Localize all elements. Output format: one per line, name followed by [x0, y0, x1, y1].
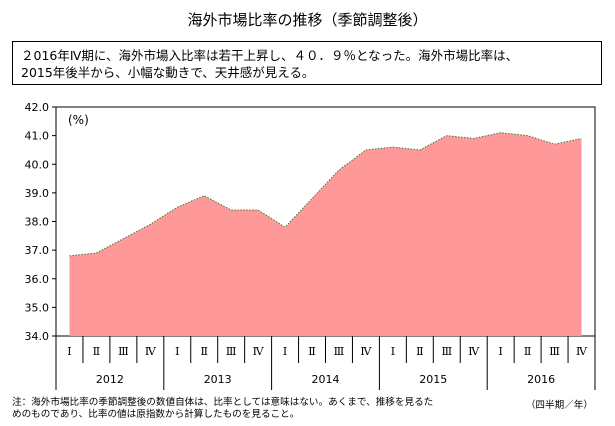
- year-label: 2014: [312, 373, 340, 386]
- quarter-label: Ⅰ: [391, 345, 395, 358]
- quarter-label: Ⅲ: [441, 345, 452, 358]
- quarter-label: Ⅳ: [145, 345, 157, 358]
- quarter-label: Ⅱ: [200, 345, 207, 358]
- chart-title: 海外市場比率の推移（季節調整後）: [187, 11, 428, 29]
- y-tick-label: 40.0: [25, 158, 50, 171]
- summary-line-2: 2015年後半から、小幅な動きで、天井感が見える。: [21, 65, 315, 80]
- quarter-label: Ⅲ: [118, 345, 129, 358]
- quarter-label: Ⅳ: [468, 345, 480, 358]
- quarter-label: Ⅳ: [253, 345, 265, 358]
- y-tick-label: 42.0: [25, 101, 50, 114]
- footnote: 注：海外市場比率の季節調整後の数値自体は、比率としては意味はない。あくまで、推移…: [12, 397, 433, 421]
- y-tick-label: 34.0: [25, 330, 50, 343]
- year-label: 2013: [204, 373, 232, 386]
- area-fill: [69, 132, 582, 336]
- footnote-line-1: 注：海外市場比率の季節調整後の数値自体は、比率としては意味はない。あくまで、推移…: [12, 397, 434, 408]
- y-unit-label: (%): [68, 113, 89, 127]
- quarter-label: Ⅲ: [549, 345, 560, 358]
- y-tick-label: 41.0: [25, 130, 50, 143]
- quarter-label: Ⅱ: [416, 345, 423, 358]
- y-tick-label: 35.0: [25, 301, 50, 314]
- quarter-label: Ⅰ: [498, 345, 502, 358]
- quarter-label: Ⅱ: [524, 345, 531, 358]
- year-label: 2016: [527, 373, 555, 386]
- summary-line-1: ２016年Ⅳ期に、海外市場入比率は若干上昇し、４０．９％となった。海外市場比率は…: [21, 48, 519, 63]
- y-tick-label: 39.0: [25, 187, 50, 200]
- quarter-label: Ⅰ: [175, 345, 179, 358]
- year-label: 2012: [96, 373, 124, 386]
- quarter-label: Ⅰ: [67, 345, 71, 358]
- y-tick-label: 37.0: [25, 244, 50, 257]
- quarter-label: Ⅳ: [576, 345, 588, 358]
- quarter-label: Ⅲ: [226, 345, 237, 358]
- quarter-label: Ⅱ: [93, 345, 100, 358]
- year-label: 2015: [419, 373, 447, 386]
- quarter-label: Ⅱ: [308, 345, 315, 358]
- quarter-label: Ⅲ: [334, 345, 345, 358]
- quarter-label: Ⅰ: [283, 345, 287, 358]
- y-tick-label: 36.0: [25, 273, 50, 286]
- summary-box: ２016年Ⅳ期に、海外市場入比率は若干上昇し、４０．９％となった。海外市場比率は…: [12, 41, 602, 85]
- series-line: [69, 132, 582, 257]
- footnote-line-2: めのものであり、比率の値は原指数から計算したものを見ること。: [12, 409, 300, 420]
- y-tick-label: 38.0: [25, 216, 50, 229]
- x-axis-unit-note: （四半期／年）: [525, 400, 593, 411]
- quarter-label: Ⅳ: [360, 345, 372, 358]
